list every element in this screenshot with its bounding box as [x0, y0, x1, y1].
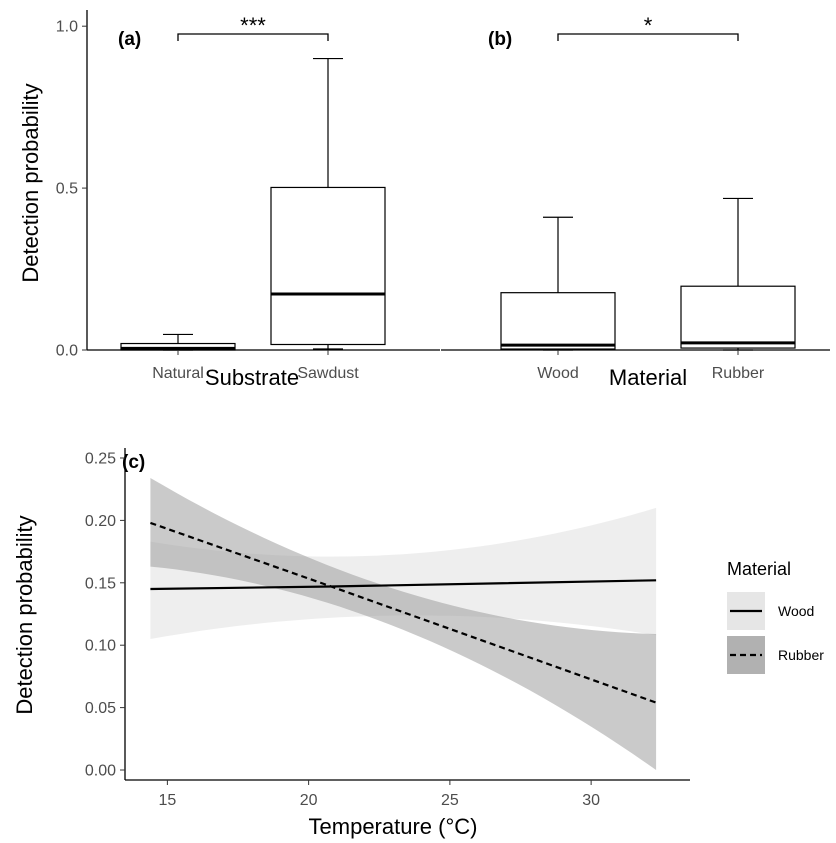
panel-c-x-axis-title: Temperature (°C) — [309, 814, 478, 839]
panel-a-substrate: (a) Detection probability Substrate 0.0 0… — [18, 10, 440, 390]
legend: Material Wood Rubber — [727, 559, 824, 674]
panel-b-x-tick-label-rubber: Rubber — [712, 365, 765, 382]
panel-b-significance-label: * — [644, 13, 653, 38]
panel-a-significance-label: *** — [240, 13, 266, 38]
panel-c-y-tick-label: 0.00 — [85, 763, 116, 780]
panel-b-box-wood — [500, 292, 616, 350]
panel-c-y-tick-label: 0.25 — [85, 450, 116, 467]
panel-a-y-tick-label: 0.5 — [56, 181, 78, 198]
confidence-band-wood — [150, 507, 657, 639]
panel-a-x-tick-label-sawdust: Sawdust — [297, 365, 359, 382]
panel-a-significance-bracket — [177, 33, 329, 41]
panel-c-x-tick-label: 15 — [158, 792, 176, 809]
panel-b-significance-bracket — [557, 33, 739, 41]
confidence-band-rubber — [150, 478, 657, 770]
panel-c-y-axis-title: Detection probability — [12, 515, 37, 714]
panel-c-temperature: (c) Detection probability Temperature (°… — [12, 448, 690, 839]
fit-line-rubber — [150, 521, 657, 704]
panel-c-y-tick-label: 0.05 — [85, 700, 116, 717]
panel-a-y-tick-label: 1.0 — [56, 19, 78, 36]
panel-b-material: (b) Material Wood Rubber * — [441, 13, 830, 390]
panel-b-x-axis-title: Material — [609, 365, 687, 390]
legend-label-rubber: Rubber — [778, 647, 824, 663]
panel-c-x-tick-label: 20 — [300, 792, 318, 809]
panel-a-y-axis-title: Detection probability — [18, 83, 43, 282]
panel-a-box-sawdust — [270, 186, 386, 346]
legend-title: Material — [727, 559, 791, 579]
panel-a-label: (a) — [118, 29, 141, 50]
panel-c-label: (c) — [122, 452, 145, 473]
panel-a-x-axis-title: Substrate — [205, 365, 299, 390]
panel-c-y-tick-label: 0.15 — [85, 575, 116, 592]
panel-c-y-tick-label: 0.20 — [85, 513, 116, 530]
panel-c-y-tick-label: 0.10 — [85, 638, 116, 655]
confidence-bands — [150, 478, 657, 770]
panel-a-x-tick-label-natural: Natural — [152, 365, 204, 382]
panel-b-x-tick-label-wood: Wood — [537, 365, 579, 382]
panel-c-x-tick-label: 30 — [582, 792, 600, 809]
panel-c-x-tick-label: 25 — [441, 792, 459, 809]
legend-label-wood: Wood — [778, 603, 814, 619]
panel-a-y-tick-label: 0.0 — [56, 343, 78, 360]
panel-b-label: (b) — [488, 29, 512, 50]
panel-b-box-rubber — [680, 285, 796, 349]
